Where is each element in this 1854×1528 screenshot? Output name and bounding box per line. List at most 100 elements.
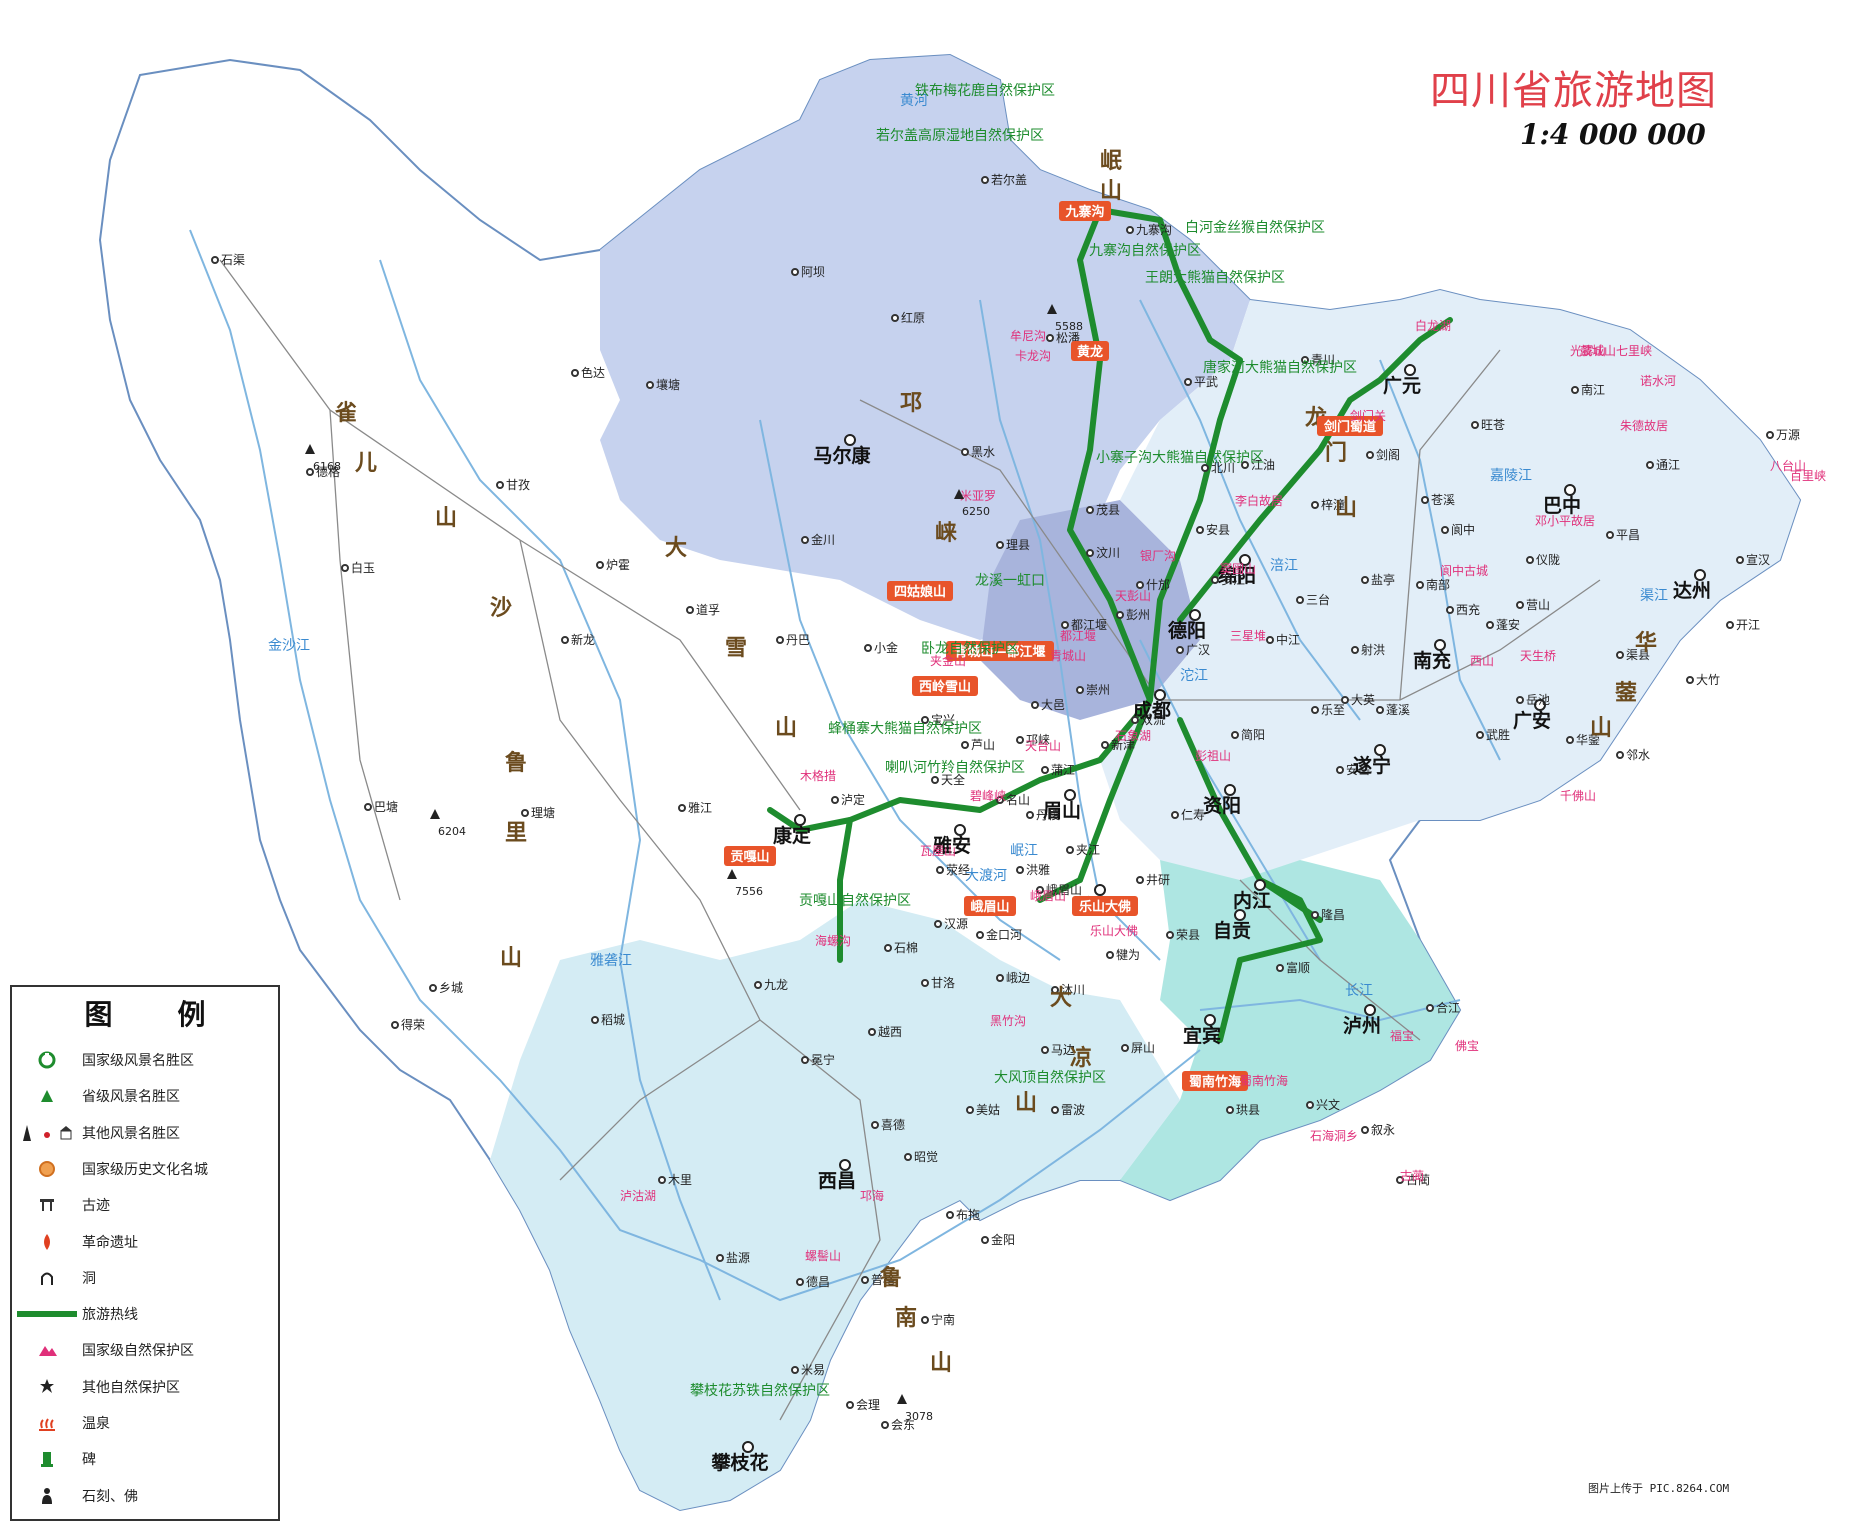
city-marker: [1094, 884, 1106, 896]
scenic-spot-label: 石海洞乡: [1310, 1128, 1358, 1143]
county-marker: [1306, 1101, 1314, 1109]
scenic-badge-bg: [1317, 416, 1383, 436]
legend-item-label: 洞: [82, 1270, 96, 1287]
city-label-major: 眉山: [1043, 800, 1081, 822]
mountain-range-char: 山: [1100, 179, 1122, 204]
county-marker: [1226, 1106, 1234, 1114]
county-label: 茂县: [1096, 503, 1120, 517]
city-label-major: 内江: [1233, 889, 1271, 912]
county-marker: [936, 866, 944, 874]
city-label-major: 宜宾: [1183, 1024, 1221, 1047]
scenic-spot-label: 瓦屋山: [920, 844, 956, 858]
scenic-badge-label: 蜀南竹海: [1189, 1074, 1241, 1090]
county-label: 汉源: [944, 917, 968, 931]
scenic-badge-label: 青城山—都江堰: [954, 644, 1045, 660]
county-marker: [1036, 886, 1044, 894]
city-label-major: 泸州: [1343, 1015, 1381, 1037]
county-marker: [1106, 951, 1114, 959]
legend-heading-char: 图: [84, 998, 113, 1031]
scenic-spot-label: 阆中古城: [1440, 563, 1488, 578]
county-label: 犍为: [1116, 948, 1140, 962]
county-marker: [1196, 526, 1204, 534]
county-marker: [1486, 621, 1494, 629]
city-marker: [839, 1159, 851, 1171]
county-marker: [868, 1028, 876, 1036]
county-marker: [646, 381, 654, 389]
county-label: 荣县: [1176, 928, 1200, 942]
county-label: 名山: [1006, 792, 1030, 807]
county-label: 道孚: [696, 603, 720, 617]
county-marker: [981, 176, 989, 184]
historic-site-icon: [12, 1197, 82, 1213]
county-label: 旺苍: [1481, 418, 1505, 432]
county-marker: [306, 468, 314, 476]
county-label: 简阳: [1241, 728, 1265, 742]
county-marker: [776, 636, 784, 644]
county-label: 仁寿: [1181, 808, 1205, 822]
county-marker: [1301, 356, 1309, 364]
mountain-range-char: 岷: [1100, 149, 1122, 174]
mountain-peak-icon: [897, 1394, 907, 1404]
scenic-spot-label: 都江堰: [1060, 629, 1096, 643]
legend-box: 图 例 国家级风景名胜区 省级风景名胜区 其他风景名胜区 国家级历史文化名城 古迹 革命遗…: [10, 985, 280, 1521]
nature-reserve-label: 王朗大熊猫自然保护区: [1145, 269, 1285, 286]
scenic-spot-label: 福宝: [1390, 1028, 1414, 1043]
county-marker: [1136, 876, 1144, 884]
county-label: 武胜: [1486, 727, 1510, 742]
city-marker: [1064, 789, 1076, 801]
county-label: 蓬安: [1496, 617, 1520, 632]
county-marker: [934, 920, 942, 928]
county-marker: [884, 944, 892, 952]
county-marker: [1086, 549, 1094, 557]
scenic-spot-label: 三星堆: [1230, 629, 1266, 643]
county-marker: [1416, 581, 1424, 589]
county-label: 稻城: [601, 1013, 625, 1027]
mountain-range-char: 大: [665, 536, 687, 561]
national-scenic-area-icon: [12, 1050, 82, 1070]
county-marker: [1311, 706, 1319, 714]
mountain-range-char: 大: [1050, 986, 1072, 1011]
county-label: 通江: [1656, 458, 1680, 472]
county-label: 大英: [1351, 693, 1375, 707]
nature-reserve-label: 铁布梅花鹿自然保护区: [915, 82, 1055, 99]
city-marker: [844, 434, 856, 446]
county-label: 洪雅: [1026, 862, 1050, 877]
county-marker: [921, 979, 929, 987]
mountain-range-char: 山: [1335, 496, 1357, 521]
river-label: 沱江: [1180, 667, 1208, 684]
legend-item-label: 其他自然保护区: [82, 1379, 180, 1396]
county-label: 若尔盖: [991, 172, 1027, 187]
scenic-badge-label: 峨眉山: [970, 899, 1009, 915]
hot-spring-icon: [12, 1414, 82, 1432]
city-label-major: 绵阳: [1218, 564, 1256, 587]
county-marker: [1016, 866, 1024, 874]
scenic-spot-label: 乐山大佛: [1090, 924, 1138, 938]
city-marker: [1234, 909, 1246, 921]
scenic-spot-label: 西山: [1470, 654, 1494, 668]
mountain-range-char: 儿: [354, 451, 377, 476]
county-marker: [1441, 526, 1449, 534]
county-marker: [1376, 706, 1384, 714]
other-nature-reserve-icon: [12, 1378, 82, 1396]
river-label: 雅砻江: [590, 953, 632, 969]
county-label: 石棉: [894, 941, 918, 955]
county-marker: [1026, 811, 1034, 819]
county-label: 会理: [856, 1398, 880, 1412]
river-jinsha: [189, 229, 1201, 1302]
county-marker: [1296, 596, 1304, 604]
tourist-routes: [767, 207, 1453, 1043]
city-marker: [742, 1441, 754, 1453]
county-marker: [791, 1366, 799, 1374]
county-label: 双流: [1141, 713, 1165, 727]
county-marker: [1031, 701, 1039, 709]
county-label: 三台: [1306, 592, 1330, 607]
river-label: 渠江: [1640, 588, 1668, 604]
river-label: 大渡河: [965, 868, 1007, 884]
county-label: 德昌: [806, 1274, 830, 1289]
county-marker: [1476, 731, 1484, 739]
county-marker: [341, 564, 349, 572]
county-marker: [1166, 931, 1174, 939]
county-marker: [1266, 636, 1274, 644]
county-label: 雷波: [1061, 1103, 1085, 1117]
mountain-range-char: 山: [435, 506, 457, 531]
